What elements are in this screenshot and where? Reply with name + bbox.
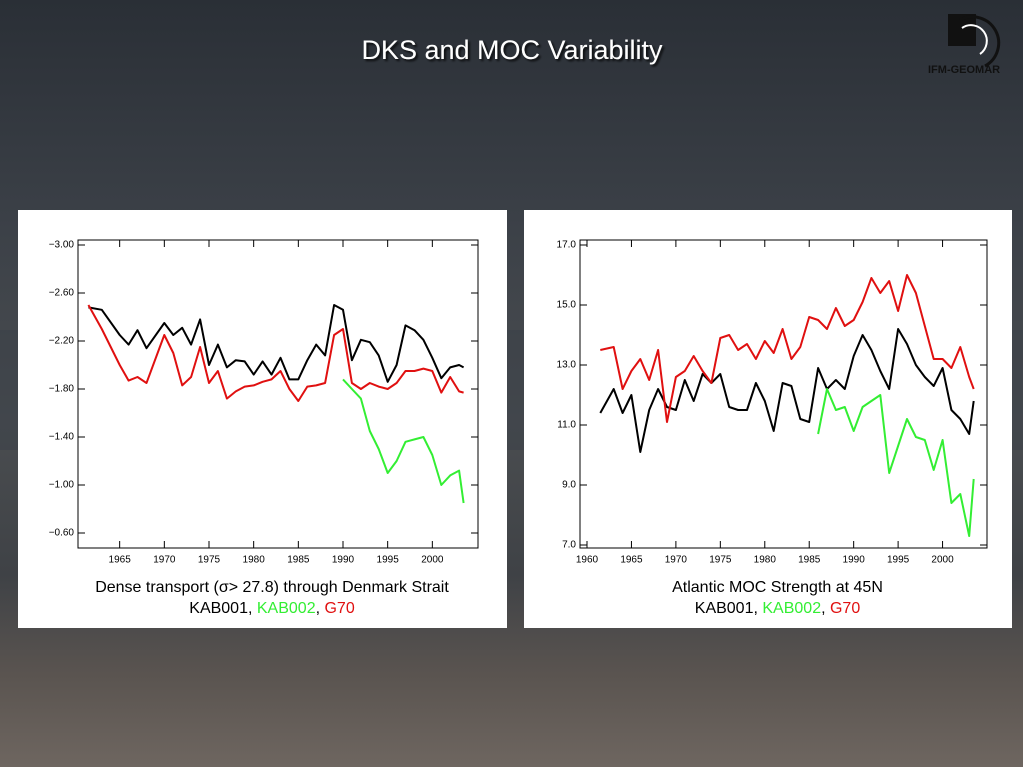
x-tick-label: 1960 (576, 555, 599, 566)
plot-frame (77, 239, 479, 549)
legend-entry: G70 (830, 600, 860, 617)
legend-entry: KAB002 (762, 600, 821, 617)
series-line (600, 274, 975, 423)
x-tick-label: 1980 (754, 555, 777, 566)
legend-entry: KAB002 (257, 600, 316, 617)
legend: KAB001, KAB002, G70 (695, 600, 861, 617)
plot-frame (579, 239, 988, 549)
legend-separator: , (821, 600, 830, 617)
x-tick-label: 2000 (931, 555, 954, 566)
logo-text: IFM-GEOMAR (928, 64, 1000, 76)
x-tick-label: 1995 (887, 555, 910, 566)
legend-separator: , (248, 600, 257, 617)
x-tick-label: 1970 (665, 555, 688, 566)
panel (18, 210, 507, 628)
legend-separator: , (316, 600, 325, 617)
series-line (88, 304, 465, 383)
y-tick-label: 9.0 (562, 480, 576, 491)
series-line (87, 304, 464, 402)
x-tick-label: 1965 (109, 555, 132, 566)
x-tick-label: 1985 (798, 555, 821, 566)
y-tick-label: −0.60 (49, 528, 75, 539)
panel (524, 210, 1012, 628)
y-tick-label: −1.80 (49, 384, 75, 395)
x-tick-label: 1985 (287, 555, 310, 566)
series-line (342, 378, 465, 504)
legend-entry: KAB001 (695, 600, 754, 617)
legend-separator: , (753, 600, 762, 617)
y-tick-label: −3.00 (49, 240, 75, 251)
y-tick-label: 7.0 (562, 540, 576, 551)
y-tick-label: 11.0 (557, 420, 576, 431)
legend-entry: KAB001 (189, 600, 248, 617)
x-tick-label: 1975 (709, 555, 732, 566)
x-tick-label: 1970 (153, 555, 176, 566)
y-tick-label: 13.0 (557, 360, 577, 371)
y-tick-label: 17.0 (557, 240, 577, 251)
slide-title: DKS and MOC Variability (361, 35, 663, 65)
x-tick-label: 2000 (421, 555, 444, 566)
x-tick-label: 1990 (332, 555, 355, 566)
x-tick-label: 1995 (377, 555, 400, 566)
chart-caption: Atlantic MOC Strength at 45N (672, 579, 883, 596)
chart-caption: Dense transport (σ> 27.8) through Denmar… (95, 579, 449, 596)
series-line (817, 388, 975, 537)
x-tick-label: 1975 (198, 555, 221, 566)
legend: KAB001, KAB002, G70 (189, 600, 355, 617)
legend-entry: G70 (324, 600, 354, 617)
series-line (599, 328, 975, 453)
y-tick-label: −2.60 (49, 288, 75, 299)
x-tick-label: 1980 (243, 555, 266, 566)
y-tick-label: −1.00 (49, 480, 75, 491)
x-tick-label: 1990 (843, 555, 866, 566)
x-tick-label: 1965 (620, 555, 643, 566)
y-tick-label: −2.20 (49, 336, 75, 347)
y-tick-label: 15.0 (557, 300, 577, 311)
logo: IFM-GEOMAR (928, 14, 1001, 76)
y-tick-label: −1.40 (49, 432, 75, 443)
